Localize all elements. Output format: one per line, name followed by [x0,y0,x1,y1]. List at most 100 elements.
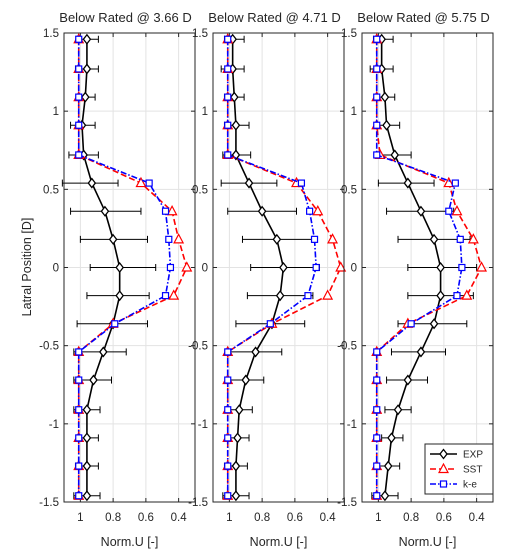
y-tick-label: 0 [351,263,357,275]
x-tick-label: 0.4 [469,512,486,524]
data-point [304,292,312,300]
data-point [166,263,175,272]
legend: EXP SST k-e [424,443,494,495]
data-point [327,233,339,244]
data-point [373,121,381,129]
data-point [407,320,415,328]
x-tick-label: 0.8 [403,512,419,524]
data-point [87,177,97,189]
y-tick-label: 0 [53,263,59,275]
data-point [390,149,400,161]
data-point [165,235,173,243]
data-point [244,177,254,189]
data-point [82,432,92,444]
data-point [231,490,241,502]
data-point [224,151,232,159]
y-tick-label: -1 [198,419,208,431]
data-point [75,492,83,500]
data-point [373,434,381,442]
data-point [251,346,260,358]
y-tick-label: 1.5 [43,28,59,40]
data-point [75,434,83,442]
data-point [297,179,306,187]
data-point [241,374,251,386]
data-point [145,179,153,187]
data-point [166,204,178,216]
y-tick-label: 0.5 [43,184,59,196]
data-point [224,348,232,356]
series-line [375,39,463,496]
series-k-e [224,35,320,500]
data-point [456,235,464,243]
series-exp [369,33,478,502]
data-point [115,261,124,274]
data-point [100,205,110,217]
y-tick-label: -0.5 [188,341,208,353]
data-point [476,261,488,272]
data-point [82,33,92,45]
panel-title: Below Rated @ 5.75 D [357,10,489,25]
plot-frame [63,32,196,503]
legend-label: EXP [463,450,483,461]
data-point [75,121,83,129]
data-point [266,320,274,328]
data-point [416,205,426,217]
data-point [467,233,479,244]
data-point [445,207,453,215]
series-k-e [75,35,175,500]
data-point [224,406,232,414]
y-tick-label: -1 [49,419,59,431]
data-point [429,233,439,245]
data-point [373,406,381,414]
x-tick-label: 0.6 [436,512,452,524]
data-point [373,492,381,500]
data-point [75,65,83,73]
data-point [279,261,288,274]
data-point [234,404,244,416]
data-point [224,462,232,470]
data-point [322,289,334,300]
data-point [161,292,170,300]
data-point [135,176,147,188]
data-point [75,376,83,384]
x-axis-label: Norm.U [-] [101,535,159,549]
data-point [453,292,461,300]
data-point [82,63,92,75]
data-point [224,93,232,101]
data-point [272,233,282,245]
data-point [383,460,393,472]
data-point [443,176,455,188]
data-point [373,376,381,384]
data-point [75,93,83,101]
legend-marker [439,480,448,488]
data-point [451,179,459,187]
x-tick-label: 1 [226,512,232,524]
data-point [310,235,319,243]
x-tick-label: 1 [375,512,381,524]
data-point [75,462,83,470]
data-point [75,35,83,43]
x-axis-label: Norm.U [-] [250,535,308,549]
data-point [229,91,239,103]
x-axis-label: Norm.U [-] [399,535,457,549]
data-point [257,205,267,217]
y-tick-label: -1.5 [39,497,59,509]
x-tick-label: 0.6 [138,512,154,524]
data-point [416,346,426,358]
data-point [335,261,347,272]
legend-item: k-e [430,480,477,491]
data-point [306,207,314,215]
y-tick-label: 1 [351,106,357,118]
data-point [98,346,108,358]
data-point [231,460,241,472]
data-point [373,348,381,356]
data-point [224,492,232,500]
data-point [387,432,396,444]
y-tick-label: 0.5 [192,184,208,196]
y-tick-label: -1.5 [337,497,357,509]
data-point [233,432,242,444]
plot-frame [361,32,494,503]
legend-marker [439,448,448,460]
data-point [436,290,445,302]
